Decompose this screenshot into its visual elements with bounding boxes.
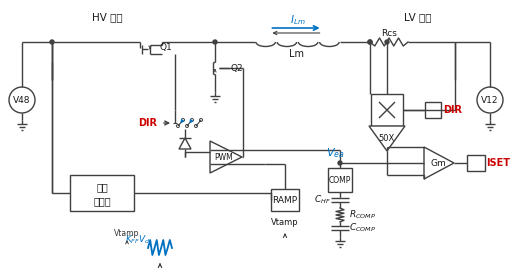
Bar xyxy=(271,189,299,211)
Text: DIR: DIR xyxy=(139,118,158,128)
Text: HV 端口: HV 端口 xyxy=(92,12,122,22)
Text: $C_{HF}$: $C_{HF}$ xyxy=(314,194,331,206)
Text: ISET: ISET xyxy=(486,158,510,168)
Circle shape xyxy=(477,87,503,113)
Text: RAMP: RAMP xyxy=(272,195,297,205)
Text: Lm: Lm xyxy=(289,49,305,59)
Circle shape xyxy=(181,118,185,121)
Circle shape xyxy=(213,40,217,44)
Polygon shape xyxy=(424,147,454,179)
Text: V12: V12 xyxy=(481,96,499,105)
Text: Q2: Q2 xyxy=(231,63,243,73)
Text: Vtamp: Vtamp xyxy=(114,229,140,237)
Circle shape xyxy=(195,125,197,128)
Text: $R_{COMP}$: $R_{COMP}$ xyxy=(349,209,376,221)
Text: PWM: PWM xyxy=(215,153,233,162)
Bar xyxy=(328,168,352,192)
Circle shape xyxy=(177,125,179,128)
Circle shape xyxy=(199,118,203,121)
Text: V48: V48 xyxy=(13,96,31,105)
Circle shape xyxy=(50,40,54,44)
Circle shape xyxy=(368,40,372,44)
Text: $V_{ea}$: $V_{ea}$ xyxy=(326,146,344,160)
Polygon shape xyxy=(179,138,191,149)
Text: $K_{FF}V_{d}$: $K_{FF}V_{d}$ xyxy=(125,234,151,246)
Text: Vtamp: Vtamp xyxy=(271,217,299,227)
Text: $C_{COMP}$: $C_{COMP}$ xyxy=(349,222,376,234)
Text: 发电机: 发电机 xyxy=(93,196,111,206)
Text: $I_{Lm}$: $I_{Lm}$ xyxy=(290,13,305,27)
Bar xyxy=(425,102,441,118)
Circle shape xyxy=(9,87,35,113)
Text: LV 端口: LV 端口 xyxy=(404,12,432,22)
Text: DIR: DIR xyxy=(443,105,462,115)
Text: COMP: COMP xyxy=(329,175,351,185)
Text: Rcs: Rcs xyxy=(381,29,397,38)
Text: 50X: 50X xyxy=(379,133,395,143)
Circle shape xyxy=(385,40,389,44)
Polygon shape xyxy=(369,126,405,151)
Text: Q1: Q1 xyxy=(160,43,172,51)
Polygon shape xyxy=(210,141,242,173)
Bar xyxy=(371,94,403,126)
Circle shape xyxy=(186,125,188,128)
Circle shape xyxy=(190,118,194,121)
Bar xyxy=(467,155,485,171)
Circle shape xyxy=(368,40,372,44)
Text: 斜坡: 斜坡 xyxy=(96,182,108,192)
Bar xyxy=(70,175,134,211)
Text: Gm: Gm xyxy=(430,158,446,168)
Circle shape xyxy=(338,161,342,165)
